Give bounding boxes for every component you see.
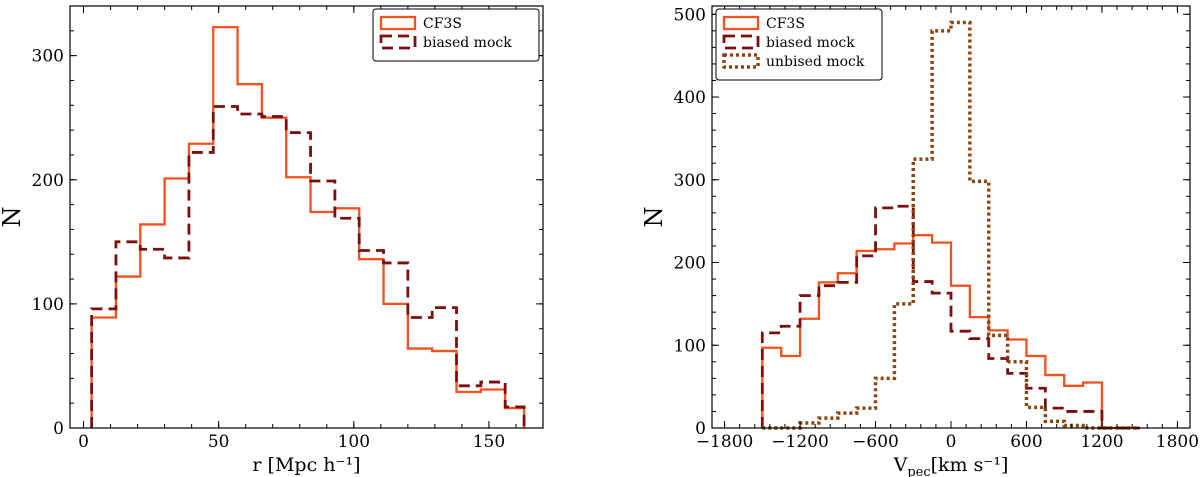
y-tick-label: 400 [674,88,706,108]
series-cf3s-step [761,234,1140,430]
legend-label: unbised mock [766,54,865,70]
x-axis-label-subscript: pec [907,465,930,477]
x-axis-label: Vpec[km s⁻¹] [893,454,1009,477]
legend: CF3S biased mock [372,8,540,62]
series-unbised-mock-step [762,20,1140,430]
x-tick-label: 1200 [1080,432,1123,452]
right-histogram-panel: −1800 −1200 −600 0 600 1200 1800 0 100 200 300 400 5… [640,5,1199,477]
y-tick-label: 0 [53,419,64,439]
x-axis-label: r [Mpc h⁻¹] [252,454,360,476]
y-tick-label: 200 [674,254,706,274]
y-tick-label: 200 [32,171,64,191]
y-tick-label: 100 [674,336,706,356]
x-axis-label-units: [km s⁻¹] [931,454,1009,476]
x-tick-label: 600 [1010,432,1042,452]
legend-swatch [722,34,760,50]
x-tick-label: 100 [338,432,370,452]
series-biased-mock-step [760,204,1140,430]
x-tick-label: −1200 [771,432,829,452]
x-tick-label: 50 [208,432,230,452]
legend-label: biased mock [766,35,855,51]
legend-label: CF3S [766,16,805,32]
x-tick-label: 1800 [1156,432,1199,452]
y-tick-label: 500 [674,5,706,25]
plot-frame [69,5,544,429]
legend: CF3S biased mock unbised mock [715,8,883,81]
x-tick-label: 0 [78,432,89,452]
legend-swatch [379,15,417,31]
x-tick-label: 150 [473,432,505,452]
y-tick-label: 300 [674,171,706,191]
series-cf3s-step [90,25,526,428]
x-tick-label: 0 [946,432,957,452]
y-tick-label: 100 [32,295,64,315]
left-histogram-panel: 0 50 100 150 0 100 200 300 Nr [Mpc h⁻¹] CF3S biase… [0,5,544,476]
legend-swatch [379,34,417,50]
x-tick-label: −600 [852,432,899,452]
legend-label: biased mock [423,35,512,51]
legend-swatch [722,15,760,31]
y-tick-label: 0 [695,419,706,439]
y-tick-label: 300 [32,47,64,67]
legend-swatch [722,53,760,69]
y-axis-label: N [0,207,26,228]
x-axis-label-main: V [893,454,908,476]
legend-label: CF3S [423,16,462,32]
y-axis-label: N [640,207,668,228]
x-tick-label: −1800 [696,432,754,452]
series-biased-mock-step [90,105,526,428]
